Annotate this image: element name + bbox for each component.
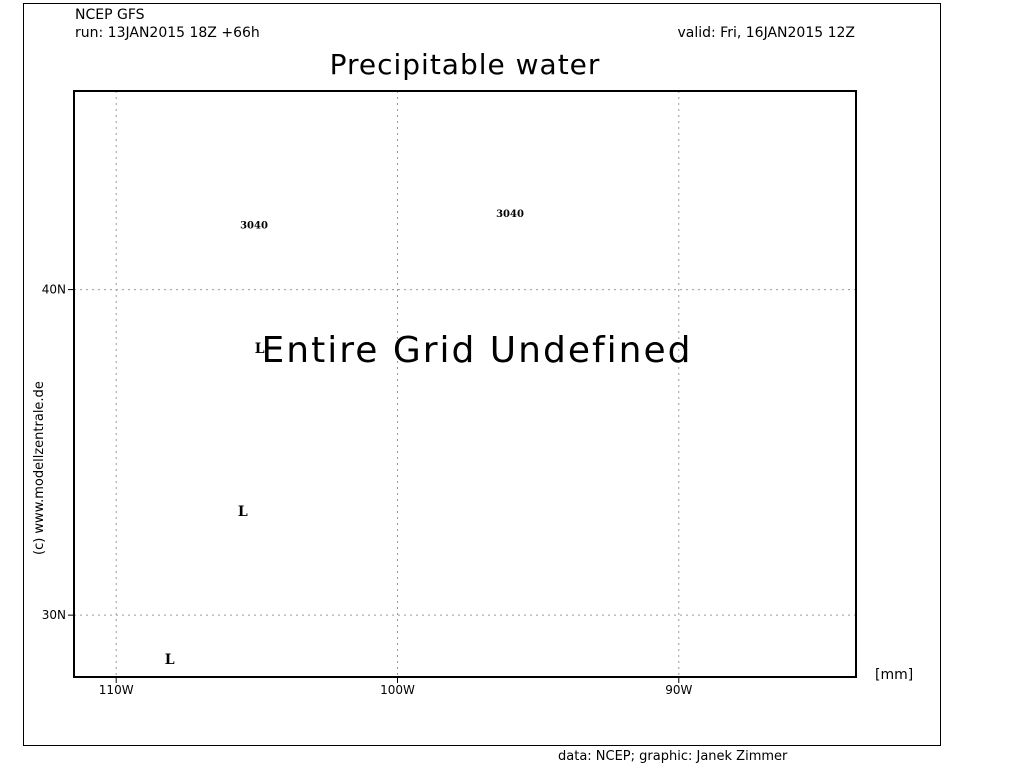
chart-title: Precipitable water xyxy=(330,48,601,81)
longitude-tick-label: 100W xyxy=(380,683,415,697)
latitude-tick-label: 40N xyxy=(42,283,66,297)
longitude-labels: 110W 100W 90W xyxy=(99,683,693,697)
page-frame xyxy=(23,3,941,746)
valid-label: valid: Fri, 16JAN2015 12Z xyxy=(677,25,855,41)
longitude-tick-label: 90W xyxy=(665,683,692,697)
latitude-labels: 40N 30N xyxy=(42,283,66,623)
model-label: NCEP GFS xyxy=(75,7,145,23)
latitude-tick-label: 30N xyxy=(42,608,66,622)
low-pressure-marker: L xyxy=(238,504,248,520)
run-label: run: 13JAN2015 18Z +66h xyxy=(75,25,260,41)
low-pressure-marker: L xyxy=(165,652,175,668)
contour-value-label: 3040 xyxy=(240,220,268,231)
website-credit: (c) www.modellzentrale.de xyxy=(32,381,47,555)
low-pressure-marker: L xyxy=(255,341,265,357)
longitude-tick-label: 110W xyxy=(99,683,134,697)
contour-labels: 3040 3040 xyxy=(240,209,524,231)
contour-value-label: 3040 xyxy=(496,209,524,220)
low-pressure-markers: L L L xyxy=(165,341,265,668)
units-label: [mm] xyxy=(875,667,913,683)
undefined-grid-message: Entire Grid Undefined xyxy=(262,330,693,371)
graticule xyxy=(68,91,856,683)
map-frame xyxy=(73,90,857,678)
footer-credit: data: NCEP; graphic: Janek Zimmer xyxy=(558,749,788,764)
